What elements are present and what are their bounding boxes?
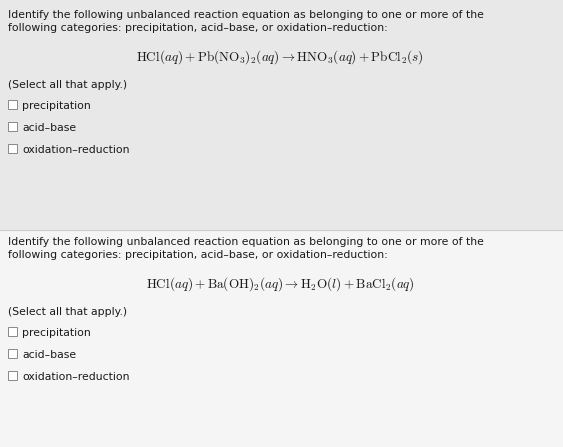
Text: precipitation: precipitation (22, 101, 91, 111)
Text: Identify the following unbalanced reaction equation as belonging to one or more : Identify the following unbalanced reacti… (8, 10, 484, 20)
Text: acid–base: acid–base (22, 123, 76, 133)
Text: Identify the following unbalanced reaction equation as belonging to one or more : Identify the following unbalanced reacti… (8, 237, 484, 247)
Bar (8, 122, 17, 131)
Bar (8, 327, 17, 336)
Bar (8, 100, 17, 109)
Bar (0, 230, 563, 447)
Bar (8, 144, 17, 153)
Text: oxidation–reduction: oxidation–reduction (22, 372, 129, 382)
Text: $\mathrm{HCl}(aq) + \mathrm{Ba(OH)_2}(aq) \rightarrow \mathrm{H_2O}(l) + \mathrm: $\mathrm{HCl}(aq) + \mathrm{Ba(OH)_2}(aq… (146, 275, 414, 293)
Text: (Select all that apply.): (Select all that apply.) (8, 307, 127, 317)
Text: oxidation–reduction: oxidation–reduction (22, 145, 129, 155)
Bar (0, 0, 563, 230)
Text: precipitation: precipitation (22, 328, 91, 338)
Bar (8, 371, 17, 380)
Text: $\mathrm{HCl}(aq) + \mathrm{Pb(NO_3)_2}(aq) \rightarrow \mathrm{HNO_3}(aq) + \ma: $\mathrm{HCl}(aq) + \mathrm{Pb(NO_3)_2}(… (136, 48, 424, 66)
Text: following categories: precipitation, acid–base, or oxidation–reduction:: following categories: precipitation, aci… (8, 23, 388, 33)
Text: (Select all that apply.): (Select all that apply.) (8, 80, 127, 90)
Text: following categories: precipitation, acid–base, or oxidation–reduction:: following categories: precipitation, aci… (8, 250, 388, 260)
Text: acid–base: acid–base (22, 350, 76, 360)
Bar (8, 349, 17, 358)
